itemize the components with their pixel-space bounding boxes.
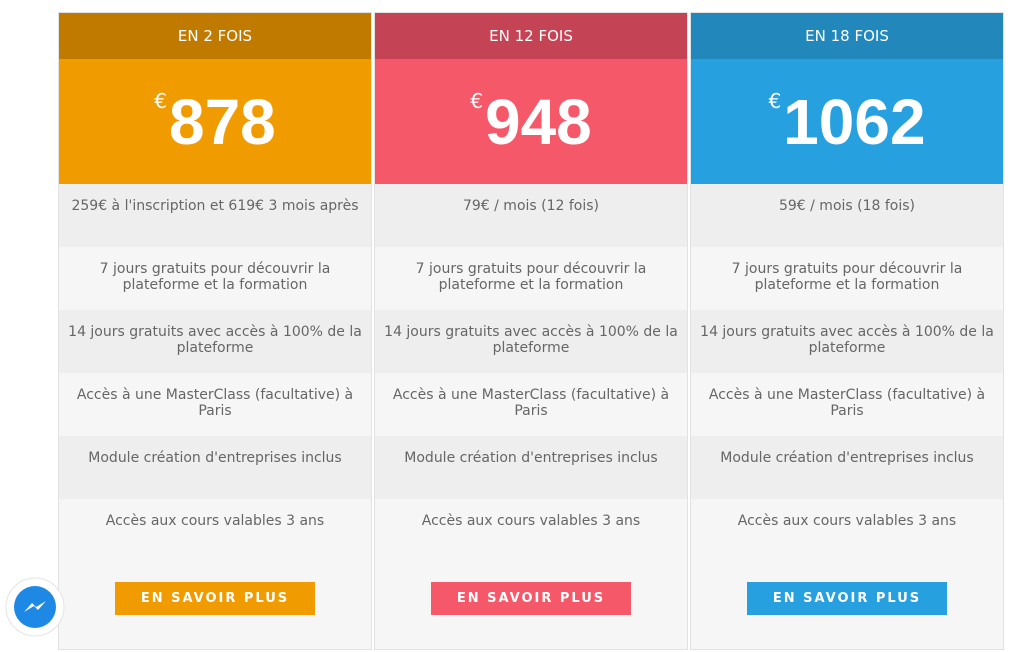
plan-header: EN 18 FOIS [691,13,1003,59]
feature: Module création d'entreprises inclus [59,436,371,499]
price-block: €948 [375,59,687,184]
messenger-bolt [24,601,46,612]
messenger-button[interactable] [4,576,66,638]
feature: 7 jours gratuits pour découvrir la plate… [375,247,687,310]
button-area: EN SAVOIR PLUS [375,562,687,649]
price-block: €1062 [691,59,1003,184]
currency: € [154,89,167,113]
price: 1062 [783,85,926,158]
plan-card: EN 2 FOIS €878 259€ à l'inscription et 619… [58,12,372,650]
cta-button[interactable]: EN SAVOIR PLUS [431,582,631,615]
feature: 14 jours gratuits avec accès à 100% de l… [691,310,1003,373]
pricing-table: EN 2 FOIS €878 259€ à l'inscription et 619… [58,12,1004,650]
plan-header: EN 12 FOIS [375,13,687,59]
feature: Module création d'entreprises inclus [691,436,1003,499]
cta-button[interactable]: EN SAVOIR PLUS [115,582,315,615]
plan-header: EN 2 FOIS [59,13,371,59]
feature: 7 jours gratuits pour découvrir la plate… [59,247,371,310]
feature: Accès aux cours valables 3 ans [691,499,1003,562]
plan-card: EN 18 FOIS €1062 59€ / mois (18 fois) 7 jou… [690,12,1004,650]
cta-button[interactable]: EN SAVOIR PLUS [747,582,947,615]
feature: 259€ à l'inscription et 619€ 3 mois aprè… [59,184,371,247]
price: 948 [484,85,592,158]
feature: Accès à une MasterClass (facultative) à … [375,373,687,436]
button-area: EN SAVOIR PLUS [59,562,371,649]
feature: Accès aux cours valables 3 ans [375,499,687,562]
feature: Accès à une MasterClass (facultative) à … [691,373,1003,436]
feature: 7 jours gratuits pour découvrir la plate… [691,247,1003,310]
plan-card: EN 12 FOIS €948 79€ / mois (12 fois) 7 jour… [374,12,688,650]
feature: Accès à une MasterClass (facultative) à … [59,373,371,436]
feature: 79€ / mois (12 fois) [375,184,687,247]
feature: 14 jours gratuits avec accès à 100% de l… [375,310,687,373]
feature: Module création d'entreprises inclus [375,436,687,499]
feature: 59€ / mois (18 fois) [691,184,1003,247]
price: 878 [168,85,276,158]
feature: 14 jours gratuits avec accès à 100% de l… [59,310,371,373]
button-area: EN SAVOIR PLUS [691,562,1003,649]
price-block: €878 [59,59,371,184]
currency: € [768,89,782,113]
currency: € [470,89,483,113]
feature: Accès aux cours valables 3 ans [59,499,371,562]
